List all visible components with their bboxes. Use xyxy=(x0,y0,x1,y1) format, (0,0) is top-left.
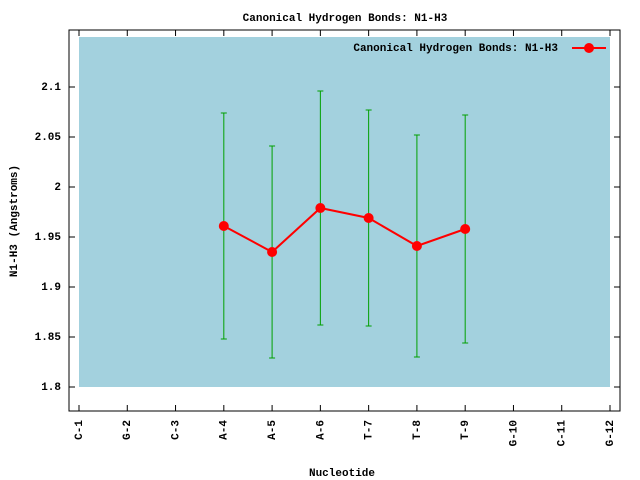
x-tick-label: C-11 xyxy=(557,420,569,447)
x-tick-label: A-6 xyxy=(315,420,327,440)
data-point xyxy=(363,213,374,223)
y-tick-label: 2.05 xyxy=(35,132,62,144)
y-tick-label: 2 xyxy=(54,182,61,194)
data-point xyxy=(218,221,229,231)
data-point xyxy=(460,224,471,234)
chart-title: Canonical Hydrogen Bonds: N1-H3 xyxy=(243,13,448,25)
x-tick-label: T-8 xyxy=(412,420,424,440)
data-point xyxy=(267,247,278,257)
data-point xyxy=(315,203,326,213)
y-tick-label: 2.1 xyxy=(41,82,61,94)
x-tick-label: C-3 xyxy=(170,420,182,440)
x-tick-label: T-7 xyxy=(364,420,376,440)
x-tick-label: C-1 xyxy=(74,420,86,440)
data-point xyxy=(411,241,422,251)
x-tick-label: A-4 xyxy=(219,420,231,440)
y-tick-label: 1.9 xyxy=(41,282,61,294)
x-tick-label: T-9 xyxy=(460,420,472,440)
x-tick-label: G-10 xyxy=(508,420,520,446)
legend-label: Canonical Hydrogen Bonds: N1-H3 xyxy=(353,43,558,55)
y-axis-label: N1-H3 (Angstroms) xyxy=(9,165,21,277)
y-tick-label: 1.8 xyxy=(41,382,61,394)
y-tick-label: 1.95 xyxy=(35,232,62,244)
data-line xyxy=(223,206,466,254)
x-axis-label: Nucleotide xyxy=(309,468,375,480)
plot-frame xyxy=(68,29,621,412)
x-tick-label: G-2 xyxy=(122,420,134,440)
legend-marker xyxy=(584,43,594,53)
x-tick-label: G-12 xyxy=(605,420,617,446)
y-tick-label: 1.85 xyxy=(35,332,62,344)
x-tick-label: A-5 xyxy=(267,420,279,440)
